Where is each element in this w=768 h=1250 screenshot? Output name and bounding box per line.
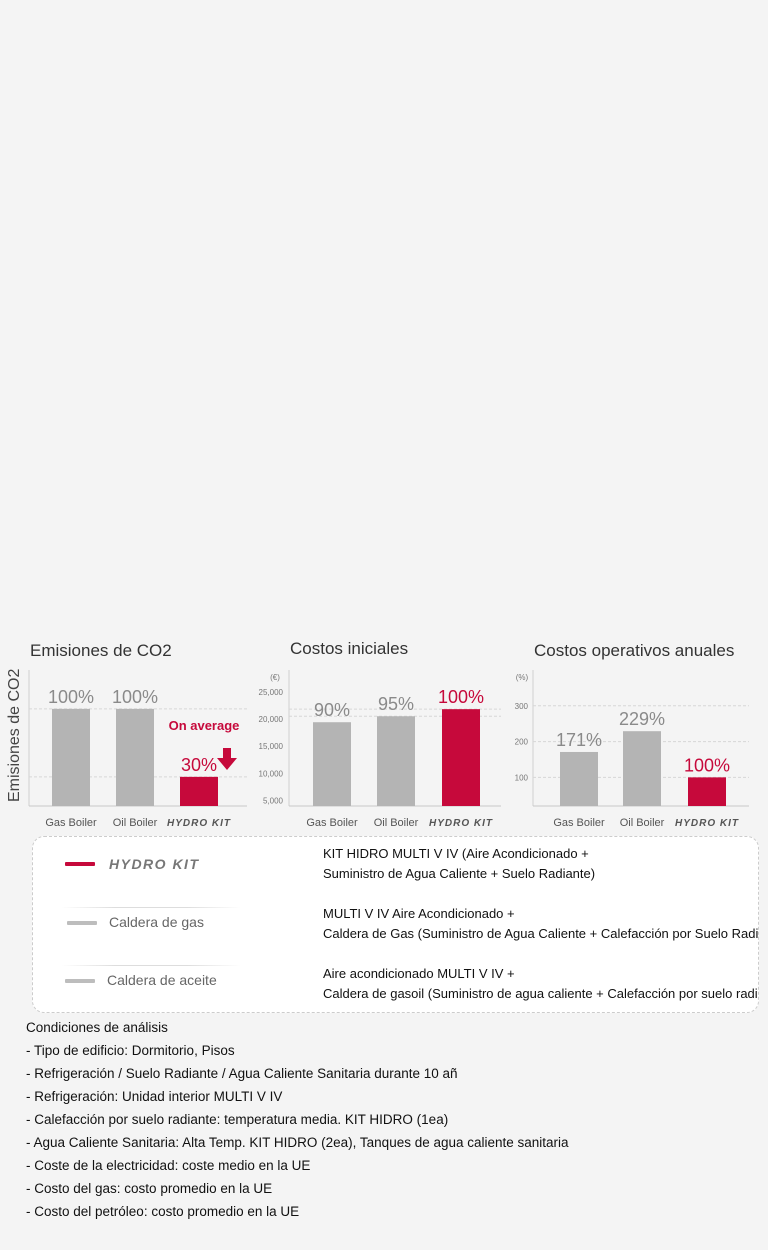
tick-label: 20,000 (259, 715, 284, 724)
data-label: 100% (112, 687, 158, 707)
condition-item: - Coste de la electricidad: coste medio … (26, 1158, 311, 1173)
data-label: 100% (684, 755, 730, 775)
data-label: 171% (556, 730, 602, 750)
data-label: 90% (314, 700, 350, 720)
chart-emissions: 100% Gas Boiler 100% Oil Boiler 30% HYDRO KIT… (28, 670, 247, 829)
legend-desc-line: Suministro de Agua Caliente + Suelo Radi… (323, 866, 596, 881)
chart-operating-costs: (%) 100 200 300 171% Gas Boiler 229% Oil Boiler… (515, 670, 749, 829)
legend-desc-line: Aire acondicionado MULTI V IV + (323, 966, 515, 981)
tick-label: 15,000 (259, 742, 284, 751)
legend-desc-line: KIT HIDRO MULTI V IV (Aire Acondicionado… (323, 846, 589, 861)
chart-title-initial-costs: Costos iniciales (290, 639, 409, 658)
bar (180, 776, 218, 806)
legend-swatch-gas (67, 921, 97, 925)
category-label: Gas Boiler (306, 817, 358, 829)
legend-desc-hydrokit: KIT HIDRO MULTI V IV (Aire Acondicionado… (323, 844, 595, 884)
data-label: 100% (48, 687, 94, 707)
unit-label: (€) (270, 673, 280, 682)
bar (116, 708, 154, 806)
legend-desc-line: Caldera de Gas (Suministro de Agua Calie… (323, 926, 759, 941)
data-label: 100% (438, 687, 484, 707)
category-label: HYDRO KIT (429, 818, 493, 829)
condition-item: - Costo del gas: costo promedio en la UE (26, 1181, 273, 1196)
legend-swatch-oil (65, 979, 95, 983)
bar (688, 777, 726, 806)
category-label: Oil Boiler (374, 817, 419, 829)
tick-label: 10,000 (259, 769, 284, 778)
condition-item: - Agua Caliente Sanitaria: Alta Temp. KI… (26, 1135, 569, 1150)
analysis-conditions: Condiciones de análisis - Tipo de edific… (26, 1016, 569, 1223)
chart-initial-costs: (€) 5,000 10,000 15,000 20,000 25,000 90% Gas B… (259, 670, 501, 829)
category-label: Gas Boiler (45, 817, 97, 829)
legend-label-gas: Caldera de gas (109, 914, 204, 930)
chart-title-emissions: Emisiones de CO2 (30, 641, 172, 660)
tick-label: 300 (515, 702, 529, 711)
legend-label-hydrokit: HYDRO KIT (109, 856, 200, 872)
conditions-title: Condiciones de análisis (26, 1020, 168, 1035)
bar (442, 709, 480, 806)
annotation-text: On average (169, 718, 240, 733)
legend-desc-gas: MULTI V IV Aire Acondicionado + Caldera … (323, 904, 759, 944)
data-label: 30% (181, 755, 217, 775)
data-label: 229% (619, 709, 665, 729)
tick-label: 5,000 (263, 797, 284, 806)
legend-swatch-hydrokit (65, 862, 95, 866)
legend-label-oil: Caldera de aceite (107, 972, 217, 988)
category-label: Oil Boiler (113, 817, 158, 829)
data-label: 95% (378, 694, 414, 714)
bar (623, 731, 661, 806)
legend-desc-oil: Aire acondicionado MULTI V IV + Caldera … (323, 964, 759, 1004)
legend-divider (61, 965, 241, 966)
bar (377, 716, 415, 806)
condition-item: - Calefacción por suelo radiante: temper… (26, 1112, 449, 1127)
category-label: HYDRO KIT (167, 818, 231, 829)
condition-item: - Tipo de edificio: Dormitorio, Pisos (26, 1043, 235, 1058)
category-label: Oil Boiler (620, 817, 665, 829)
condition-item: - Refrigeración / Suelo Radiante / Agua … (26, 1066, 458, 1081)
bar (313, 722, 351, 806)
tick-label: 200 (515, 738, 529, 747)
condition-item: - Refrigeración: Unidad interior MULTI V… (26, 1089, 283, 1104)
unit-label: (%) (516, 673, 529, 682)
legend-box: HYDRO KIT KIT HIDRO MULTI V IV (Aire Aco… (32, 836, 759, 1013)
legend-divider (61, 907, 241, 908)
down-arrow-icon (217, 748, 237, 770)
bar (52, 708, 90, 806)
legend-desc-line: Caldera de gasoil (Suministro de agua ca… (323, 986, 759, 1001)
condition-item: - Costo del petróleo: costo promedio en … (26, 1204, 300, 1219)
legend-desc-line: MULTI V IV Aire Acondicionado + (323, 906, 515, 921)
tick-label: 25,000 (259, 688, 284, 697)
chart-title-operating-costs: Costos operativos anuales (534, 641, 735, 660)
tick-label: 100 (515, 773, 529, 782)
category-label: HYDRO KIT (675, 818, 739, 829)
category-label: Gas Boiler (553, 817, 605, 829)
bar (560, 751, 598, 806)
